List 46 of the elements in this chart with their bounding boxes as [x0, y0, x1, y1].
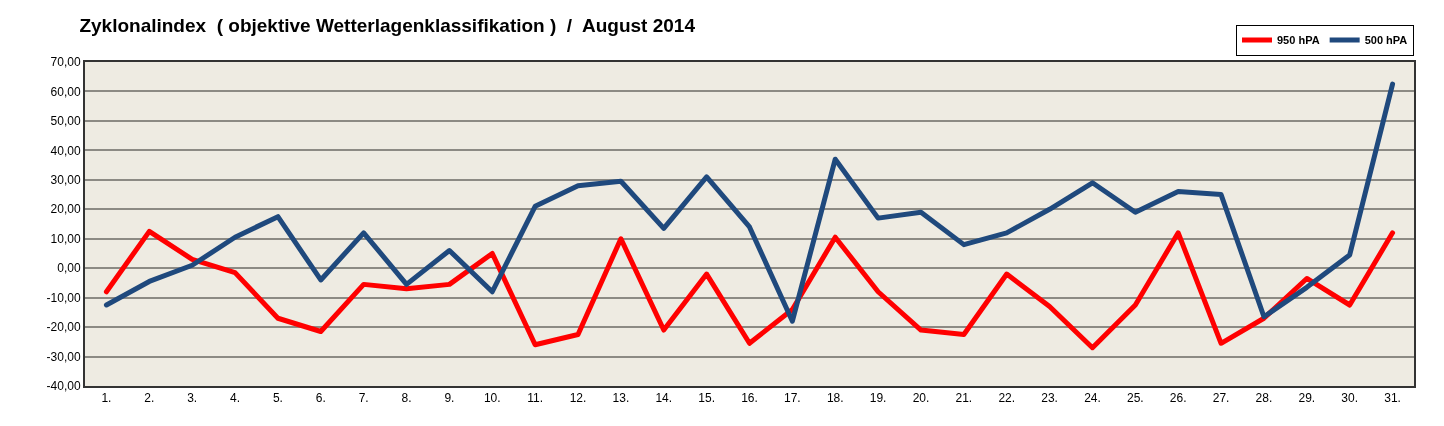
- y-tick-label: -10,00: [46, 290, 81, 305]
- y-tick-label: -40,00: [46, 379, 81, 394]
- y-tick-label: 70,00: [50, 55, 81, 70]
- x-tick-label: 22.: [998, 391, 1016, 406]
- x-tick-label: 14.: [655, 391, 673, 406]
- x-tick-label: 27.: [1212, 391, 1230, 406]
- chart-title: Zyklonalindex ( objektive Wetterlagenklassifikation ) / August 2014: [79, 15, 696, 37]
- x-tick-label: 18.: [826, 391, 844, 406]
- x-tick-label: 5.: [272, 391, 283, 406]
- y-tick-label: -30,00: [46, 349, 81, 364]
- x-tick-label: 1.: [101, 391, 112, 406]
- x-tick-label: 15.: [698, 391, 715, 406]
- x-tick-label: 29.: [1298, 391, 1316, 406]
- x-tick-label: 13.: [612, 391, 630, 406]
- y-tick-label: 50,00: [50, 114, 81, 129]
- y-tick-label: 20,00: [50, 202, 81, 217]
- x-tick-label: 6.: [315, 391, 326, 406]
- y-tick-label: 40,00: [50, 143, 81, 158]
- x-tick-label: 20.: [912, 391, 930, 406]
- x-tick-label: 26.: [1169, 391, 1187, 406]
- legend-label: 950 hPA: [1277, 34, 1320, 47]
- x-tick-label: 25.: [1127, 391, 1144, 406]
- x-tick-label: 16.: [741, 391, 758, 406]
- y-tick-label: 60,00: [50, 84, 81, 99]
- x-tick-label: 21.: [955, 391, 973, 406]
- x-tick-label: 24.: [1084, 391, 1101, 406]
- legend-label: 500 hPA: [1364, 34, 1408, 47]
- x-tick-label: 17.: [784, 391, 801, 406]
- x-tick-label: 28.: [1255, 391, 1273, 406]
- x-tick-label: 11.: [527, 391, 544, 406]
- x-tick-label: 8.: [401, 391, 412, 406]
- x-tick-label: 2.: [144, 391, 155, 406]
- x-tick-label: 30.: [1341, 391, 1359, 406]
- x-tick-label: 19.: [869, 391, 887, 406]
- y-tick-label: -20,00: [46, 320, 81, 335]
- x-tick-label: 4.: [230, 391, 241, 406]
- x-tick-label: 3.: [187, 391, 198, 406]
- x-tick-label: 10.: [483, 391, 501, 406]
- y-tick-label: 10,00: [50, 231, 81, 246]
- x-tick-label: 23.: [1041, 391, 1058, 406]
- y-tick-label: 30,00: [50, 173, 81, 188]
- y-tick-label: 0,00: [57, 261, 81, 276]
- x-tick-label: 31.: [1384, 391, 1401, 406]
- x-tick-label: 7.: [358, 391, 369, 406]
- x-tick-label: 9.: [444, 391, 455, 406]
- x-tick-label: 12.: [569, 391, 587, 406]
